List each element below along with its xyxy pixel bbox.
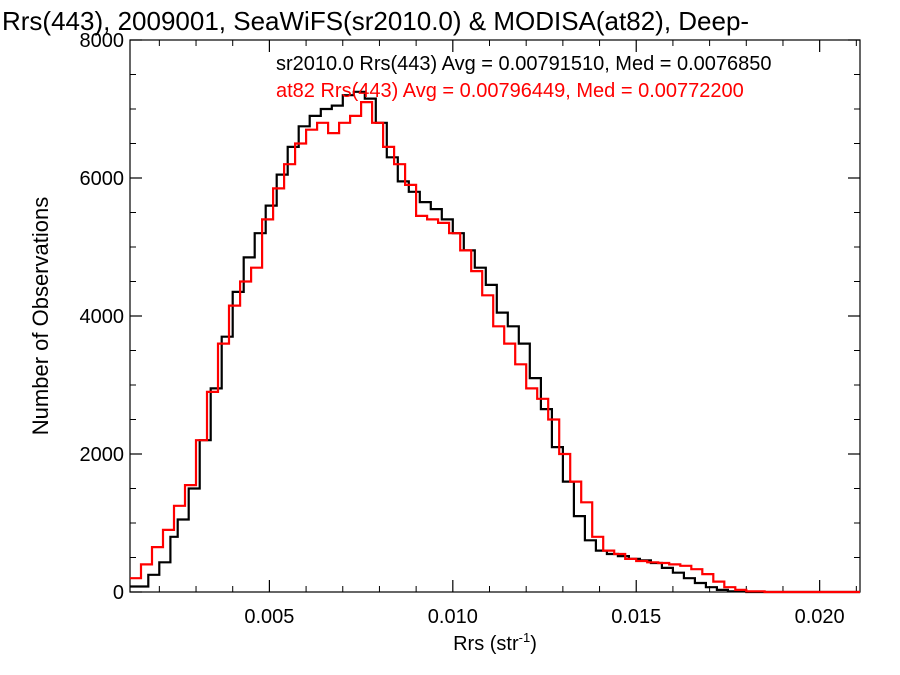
y-tick-label: 2000 xyxy=(80,444,125,466)
series-lines xyxy=(130,90,860,594)
series-line-red xyxy=(130,101,860,594)
y-tick-label: 4000 xyxy=(80,306,125,328)
axis-ticks: 0.005 0.010 0.015 0.020 0 2000 4000 6000 8000 xyxy=(80,30,860,628)
x-axis-label-main: Rrs (str xyxy=(453,633,519,655)
series-line-black xyxy=(130,90,860,594)
y-tick-label: 0 xyxy=(113,582,124,604)
x-tick-label: 0.020 xyxy=(795,606,845,628)
x-tick-label: 0.005 xyxy=(244,606,294,628)
x-tick-label: 0.015 xyxy=(611,606,661,628)
x-axis-label-close: ) xyxy=(530,633,537,655)
y-tick-label: 6000 xyxy=(80,168,125,190)
x-axis-label: Rrs (str-1) xyxy=(453,630,537,655)
y-tick-label: 8000 xyxy=(80,30,125,52)
x-axis-label-superscript: -1 xyxy=(519,630,531,645)
y-axis-label: Number of Observations xyxy=(28,197,53,435)
chart-title: Rrs(443), 2009001, SeaWiFS(sr2010.0) & M… xyxy=(2,6,749,36)
x-tick-label: 0.010 xyxy=(428,606,478,628)
annotation-black: sr2010.0 Rrs(443) Avg = 0.00791510, Med … xyxy=(276,53,772,75)
annotation-red: at82 Rrs(443) Avg = 0.00796449, Med = 0.… xyxy=(276,80,744,102)
plot-frame xyxy=(129,39,861,593)
